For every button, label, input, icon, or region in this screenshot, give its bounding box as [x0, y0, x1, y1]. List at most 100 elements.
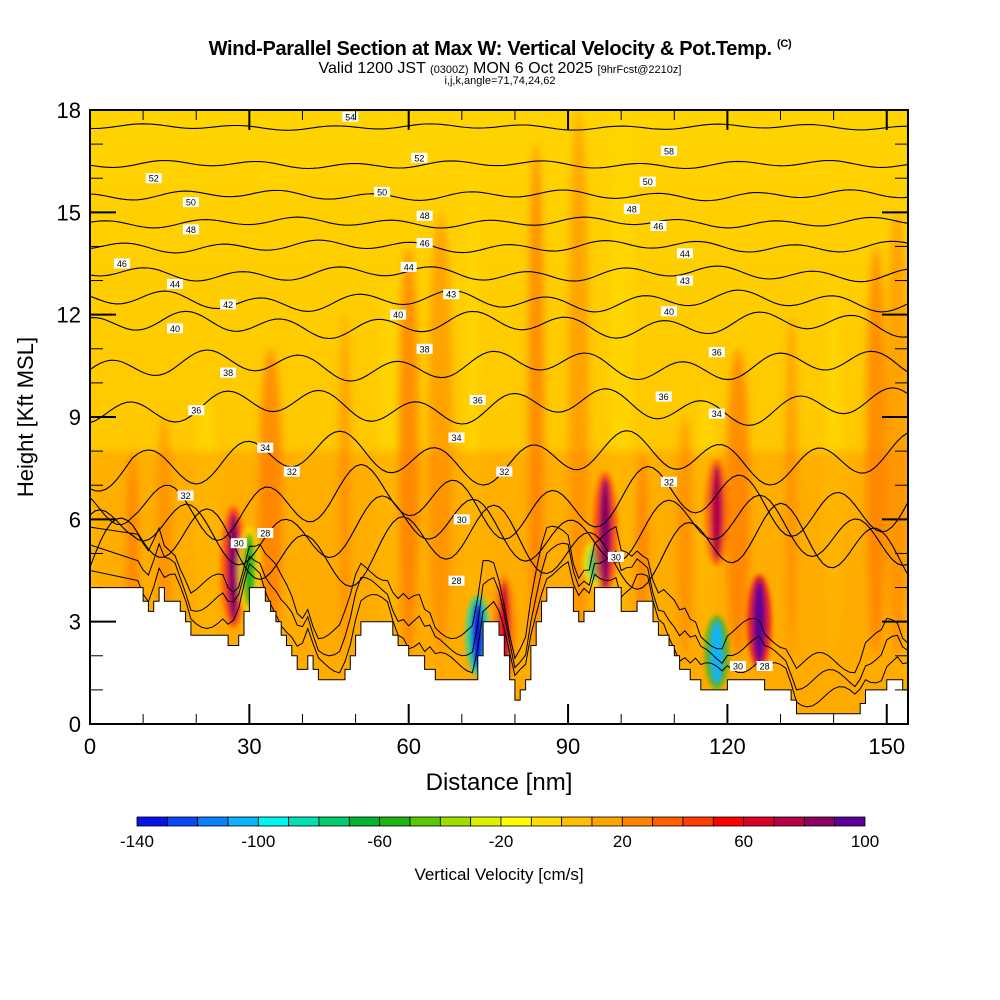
colorbar: -140 -100 -60 -20 20 60 100 — [120, 816, 879, 851]
contour-label-bg — [113, 258, 130, 269]
contour-label-bg — [182, 197, 199, 208]
contour-label-text: 30 — [457, 515, 467, 525]
x-tick-label: 90 — [556, 734, 580, 759]
contour-label: 50 — [374, 186, 391, 197]
contour-label: 50 — [182, 197, 199, 208]
contour-label-text: 48 — [186, 225, 196, 235]
contour-label: 46 — [113, 258, 130, 269]
contour-label-text: 58 — [664, 146, 674, 156]
contour-label-text: 52 — [149, 174, 159, 184]
contour-label-text: 40 — [393, 310, 403, 320]
chart-subtitle: Valid 1200 JST (0300Z) MON 6 Oct 2025 [9… — [0, 60, 1000, 78]
colorbar-swatch — [561, 816, 593, 827]
contour-label-bg — [607, 551, 624, 562]
contour-label: 52 — [411, 152, 428, 163]
contour-label-bg — [676, 248, 693, 259]
contour-label-text: 40 — [170, 324, 180, 334]
contour-label-bg — [443, 289, 460, 300]
contour-label: 28 — [756, 661, 773, 672]
theta-contour-54 — [90, 123, 908, 131]
contour-label-text: 43 — [680, 276, 690, 286]
contour-label: 44 — [166, 278, 183, 289]
contour-label-text: 38 — [223, 368, 233, 378]
contour-label-text: 46 — [117, 259, 127, 269]
contour-label-bg — [660, 476, 677, 487]
contour-label-text: 36 — [712, 348, 722, 358]
contour-label-text: 36 — [659, 392, 669, 402]
colorbar-swatch — [318, 816, 350, 827]
contour-label: 30 — [230, 538, 247, 549]
colorbar-swatch — [470, 816, 502, 827]
contour-label: 40 — [390, 309, 407, 320]
contour-label: 30 — [607, 551, 624, 562]
contour-label-bg — [390, 309, 407, 320]
theta-contour-32 — [90, 463, 908, 541]
colorbar-swatch — [166, 816, 199, 827]
contour-label-text: 48 — [627, 204, 637, 214]
contour-label-bg — [708, 347, 725, 358]
theta-contour-44 — [90, 265, 908, 283]
contour-label-text: 50 — [377, 187, 387, 197]
colorbar-tick-label: -20 — [489, 832, 514, 851]
theta-contour-low — [90, 542, 908, 691]
contour-label: 36 — [655, 391, 672, 402]
contour-label: 38 — [220, 367, 237, 378]
contour-label-text: 54 — [345, 112, 355, 122]
contour-label-text: 42 — [223, 300, 233, 310]
colorbar-swatch — [197, 816, 229, 827]
colorbar-swatch — [288, 816, 320, 827]
contour-label-bg — [416, 343, 433, 354]
contour-label-bg — [650, 220, 667, 231]
contour-label-text: 44 — [170, 279, 180, 289]
contour-label-bg — [177, 490, 194, 501]
contour-label-text: 28 — [260, 528, 270, 538]
contour-label-text: 46 — [653, 221, 663, 231]
contour-label-text: 36 — [191, 406, 201, 416]
contour-label-text: 30 — [733, 662, 743, 672]
colorbar-tick-label: -140 — [120, 832, 154, 851]
contour-label-bg — [230, 538, 247, 549]
colorbar-swatch — [530, 816, 563, 827]
colorbar-swatch — [591, 816, 623, 827]
theta-contour-48 — [90, 216, 908, 229]
x-tick-label: 150 — [868, 734, 905, 759]
contour-label: 48 — [416, 210, 433, 221]
contour-label: 36 — [708, 347, 725, 358]
contour-label: 54 — [342, 111, 359, 122]
subtitle-utc: (0300Z) — [430, 64, 469, 76]
y-tick-label: 0 — [69, 712, 81, 737]
contour-label-bg — [342, 111, 359, 122]
colorbar-tick-label: 20 — [613, 832, 632, 851]
theta-contour-52 — [90, 159, 908, 170]
velocity-feature — [710, 621, 723, 684]
chart-title: Wind-Parallel Section at Max W: Vertical… — [0, 38, 1000, 61]
contour-label: 48 — [182, 224, 199, 235]
contour-label-text: 44 — [404, 262, 414, 272]
contour-label: 32 — [283, 466, 300, 477]
contour-label: 30 — [453, 514, 470, 525]
contour-label: 46 — [650, 220, 667, 231]
contour-label-text: 34 — [451, 433, 461, 443]
contour-label: 43 — [676, 275, 693, 286]
x-tick-label: 60 — [396, 734, 420, 759]
colorbar-swatch — [379, 816, 411, 827]
subtitle-forecast: [9hrFcst@2210z] — [597, 64, 682, 76]
title-text: Wind-Parallel Section at Max W: Vertical… — [208, 38, 772, 60]
velocity-feature — [710, 464, 723, 561]
contour-label: 32 — [496, 466, 513, 477]
contour-label-text: 52 — [414, 153, 424, 163]
contour-label-text: 28 — [451, 576, 461, 586]
contour-label-bg — [730, 661, 747, 672]
contour-label-text: 38 — [420, 344, 430, 354]
y-tick-label: 6 — [69, 507, 81, 532]
y-tick-label: 15 — [57, 200, 81, 225]
contour-label-bg — [469, 394, 486, 405]
contour-label-text: 36 — [473, 395, 483, 405]
contour-label-bg — [660, 306, 677, 317]
contour-label-text: 34 — [260, 443, 270, 453]
contour-label: 30 — [730, 661, 747, 672]
contour-label-bg — [411, 152, 428, 163]
colorbar-tick-label: 60 — [734, 832, 753, 851]
colorbar-swatch — [621, 816, 654, 827]
contour-label-text: 30 — [611, 552, 621, 562]
